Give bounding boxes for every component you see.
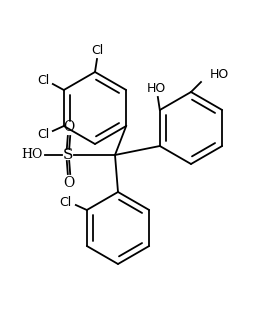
Text: HO: HO <box>22 148 43 162</box>
Text: Cl: Cl <box>38 129 50 141</box>
Text: O: O <box>63 120 75 134</box>
Text: S: S <box>63 148 73 162</box>
Text: O: O <box>63 176 75 190</box>
Text: Cl: Cl <box>38 74 50 88</box>
Text: Cl: Cl <box>91 44 103 58</box>
Text: HO: HO <box>147 83 166 95</box>
Text: HO: HO <box>210 69 229 81</box>
Text: Cl: Cl <box>60 196 72 208</box>
